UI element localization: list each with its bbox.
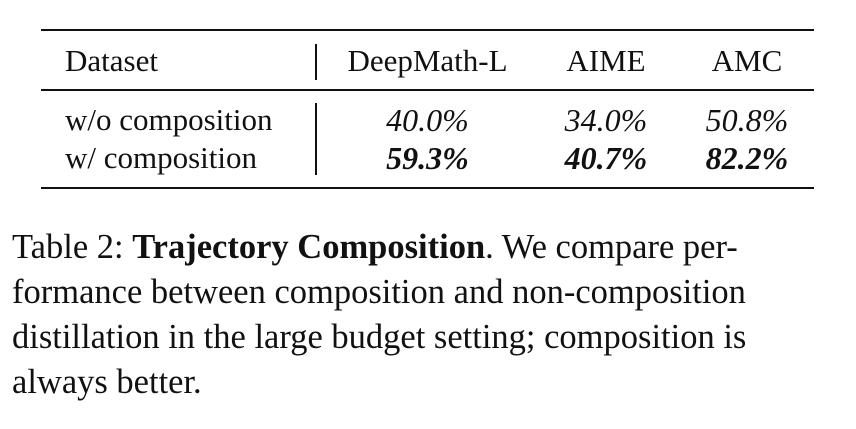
caption-line-2: formance between composition and non-com… [12, 273, 746, 311]
cell-deepmath-l: 40.0% [386, 102, 469, 138]
row-label-with-composition: w/ composition [65, 140, 258, 175]
caption-line-3: distillation in the large budget setting… [12, 318, 747, 356]
cell-amc: 50.8% [705, 102, 789, 138]
header-aime: AIME [566, 43, 646, 78]
caption-line-4: always better. [12, 363, 202, 401]
cell-aime: 34.0% [564, 102, 648, 138]
table-bottom-rule [41, 187, 814, 189]
header-deepmath-l: DeepMath-L [347, 43, 508, 78]
cell-deepmath-l: 59.3% [386, 140, 469, 176]
caption-prefix: Table 2: [12, 228, 133, 266]
caption-title: Trajectory Composition [132, 228, 486, 266]
table-top-rule [41, 29, 814, 31]
header-dataset: Dataset [65, 43, 158, 78]
cell-aime: 40.7% [564, 140, 648, 176]
table-caption: Table 2: Trajectory Composition. We comp… [12, 225, 848, 405]
cell-amc: 82.2% [705, 140, 789, 176]
column-separator-body [315, 103, 317, 175]
caption-line-1-rest: . We compare per- [485, 228, 738, 266]
header-amc: AMC [711, 43, 783, 78]
caption-line-1: Table 2: Trajectory Composition. We comp… [12, 225, 848, 270]
column-separator-header [315, 44, 317, 80]
table-header-rule [41, 89, 814, 91]
row-label-without-composition: w/o composition [65, 102, 273, 137]
